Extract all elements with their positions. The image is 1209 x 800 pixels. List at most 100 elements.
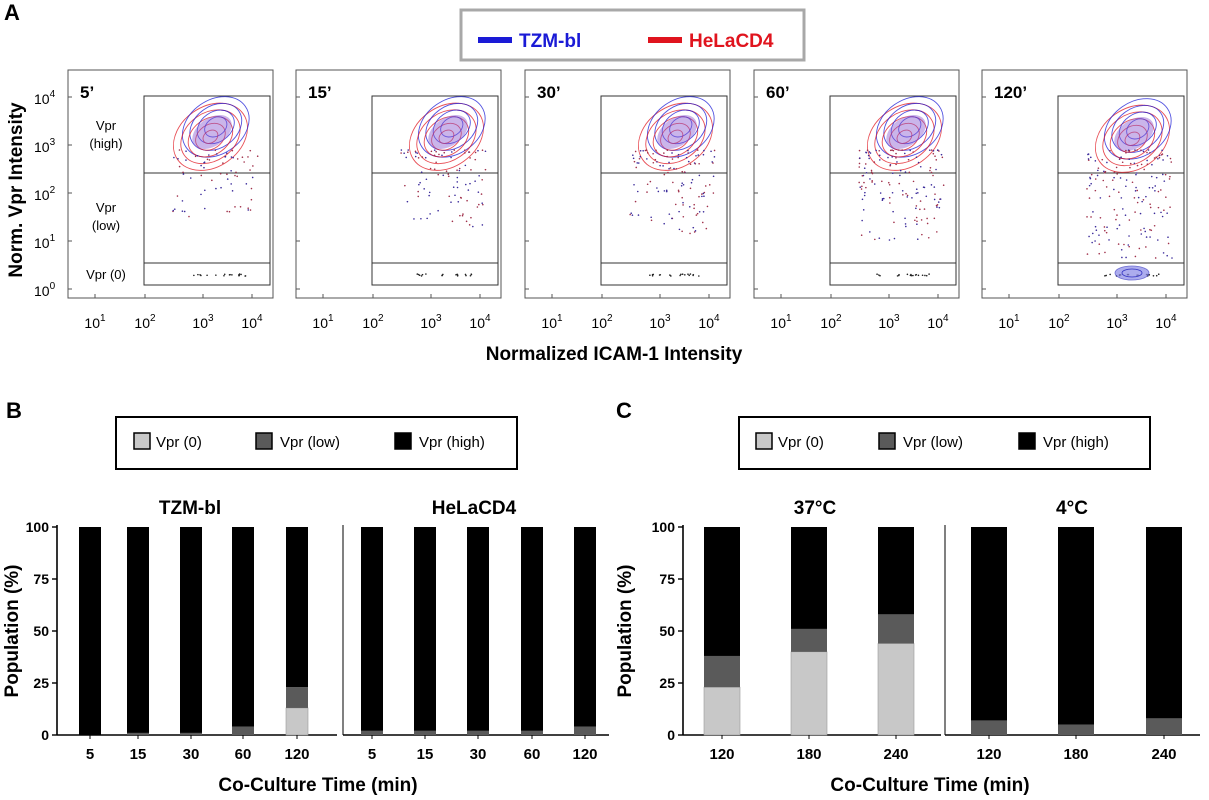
event-dot — [685, 156, 688, 159]
xtick-label: 101 — [770, 313, 792, 331]
event-dot — [478, 175, 480, 177]
event-dot — [1113, 208, 1116, 211]
event-dot — [441, 274, 443, 277]
bar-segment — [127, 527, 149, 733]
contour-line — [202, 129, 219, 144]
event-dot — [1167, 242, 1170, 245]
event-dot — [680, 273, 682, 276]
event-dot — [1116, 173, 1118, 175]
event-dot — [1119, 177, 1122, 179]
event-dot — [665, 190, 668, 193]
event-dot — [693, 162, 696, 164]
event-dot — [935, 168, 937, 171]
gate-label-low: Vpr — [96, 200, 117, 215]
event-dot — [1128, 219, 1131, 221]
timepoint-label: 15’ — [308, 83, 332, 102]
chart-title: TZM-bl — [159, 498, 221, 519]
timepoint-label: 30’ — [537, 83, 561, 102]
event-dot — [456, 274, 459, 276]
event-dot — [1109, 273, 1111, 276]
contour-line — [1104, 98, 1172, 160]
event-dot — [1105, 231, 1108, 234]
xtick-label: 104 — [469, 313, 491, 331]
event-dot — [1155, 156, 1157, 159]
event-dot — [1136, 189, 1139, 192]
contour-line — [440, 116, 464, 138]
event-dot — [226, 178, 229, 180]
event-dot — [929, 166, 932, 169]
event-dot — [1111, 179, 1114, 181]
event-dot — [858, 157, 861, 159]
contour-line — [204, 116, 228, 138]
event-dot — [1136, 172, 1138, 174]
event-dot — [1118, 224, 1121, 226]
event-dot — [182, 173, 185, 175]
x-tick-label: 120 — [572, 746, 597, 763]
event-dot — [1155, 274, 1158, 277]
event-dot — [870, 171, 873, 173]
event-dot — [425, 178, 428, 181]
event-dot — [655, 149, 657, 152]
contour-line — [432, 109, 471, 145]
plot-frame — [67, 69, 274, 299]
event-dot — [428, 194, 430, 197]
event-dot — [474, 151, 477, 154]
event-dot — [1129, 166, 1131, 169]
event-dot — [906, 194, 909, 197]
xtick-label: 102 — [591, 313, 613, 331]
event-dot — [919, 208, 921, 211]
event-dot — [649, 274, 651, 277]
event-dot — [459, 214, 461, 217]
event-dot — [1095, 229, 1098, 232]
event-dot — [178, 165, 181, 168]
event-dot — [682, 183, 685, 186]
event-dot — [897, 149, 900, 151]
event-dot — [865, 186, 867, 189]
event-dot — [663, 222, 665, 225]
event-dot — [1089, 156, 1092, 159]
event-dot — [1125, 151, 1127, 154]
event-dot — [934, 155, 936, 157]
event-dot — [256, 155, 259, 158]
event-dot — [451, 220, 454, 223]
event-dot — [206, 158, 209, 161]
xtick-label: 103 — [420, 313, 442, 331]
event-dot — [1146, 151, 1148, 154]
y-axis-label: Population (%) — [2, 565, 23, 698]
event-dot — [874, 238, 876, 241]
event-dot — [932, 150, 935, 152]
event-dot — [904, 217, 906, 220]
contour-line — [438, 129, 455, 144]
event-dot — [690, 181, 693, 184]
event-dot — [915, 156, 918, 159]
event-dot — [467, 189, 470, 191]
event-dot — [698, 210, 701, 213]
event-dot — [687, 152, 689, 154]
event-dot — [236, 175, 238, 178]
y-tick-label: 0 — [667, 727, 675, 743]
event-dot — [671, 217, 673, 220]
event-dot — [629, 213, 631, 216]
y-axis-label: Population (%) — [615, 565, 636, 698]
xtick-label: 103 — [192, 313, 214, 331]
event-dot — [208, 159, 211, 161]
event-dot — [695, 155, 697, 157]
event-dot — [694, 230, 697, 232]
event-dot — [1150, 175, 1153, 178]
event-dot — [1089, 177, 1092, 180]
bar-segment — [180, 527, 202, 733]
event-dot — [1161, 215, 1164, 218]
y-tick-label: 25 — [659, 675, 675, 691]
event-dot — [915, 192, 918, 195]
ytick-label: 100 — [34, 281, 56, 299]
event-dot — [646, 158, 648, 160]
event-dot — [472, 225, 474, 228]
event-dot — [1146, 163, 1149, 165]
event-dot — [1148, 186, 1151, 189]
event-dot — [696, 149, 699, 151]
event-dot — [421, 156, 424, 158]
event-dot — [406, 200, 409, 203]
event-dot — [683, 171, 686, 173]
event-dot — [172, 209, 175, 212]
legend-c-label-zero: Vpr (0) — [778, 434, 824, 451]
